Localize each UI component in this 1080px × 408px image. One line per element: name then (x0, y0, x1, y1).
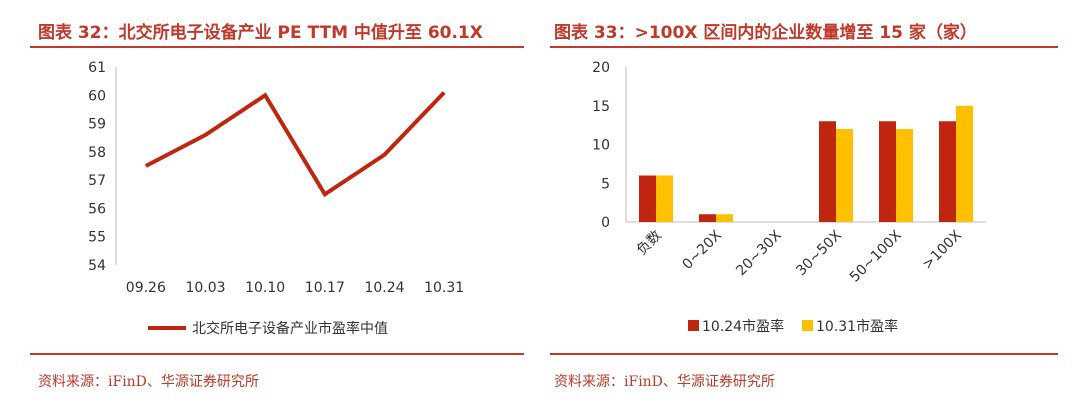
bar-legend-label-1031: 10.31市盈率 (816, 318, 898, 335)
bar-1024-3 (819, 121, 836, 222)
bar-x-tick-label: 30~50X (793, 227, 845, 279)
bar-y-tick-label: 15 (592, 99, 610, 115)
bar-1031-3 (836, 129, 853, 222)
bar-1024-4 (879, 121, 896, 222)
bar-1031-5 (956, 105, 973, 222)
bar-legend-label-1024: 10.24市盈率 (702, 318, 784, 335)
line-legend-label: 北交所电子设备产业市盈率中值 (192, 320, 388, 337)
line-y-tick-label: 55 (88, 230, 106, 246)
line-y-tick-label: 56 (88, 201, 106, 217)
line-x-tick-label: 10.10 (245, 280, 285, 296)
line-series-median-pe (144, 91, 446, 198)
bar-y-tick-label: 10 (592, 138, 610, 154)
bar-chart: 0 5 10 15 20 负数 0~20X 20~30X 30~50X 50~100X >100X… (592, 60, 986, 335)
bar-1024-5 (939, 121, 956, 222)
line-x-tick-label: 09.26 (126, 280, 166, 296)
left-source-note: 资料来源：iFinD、华源证券研究所 (38, 374, 259, 390)
bar-x-tick-label: 0~20X (680, 227, 726, 273)
line-x-tick-label: 10.31 (424, 280, 464, 296)
bar-x-tick-label: 50~100X (847, 227, 905, 285)
right-source-note: 资料来源：iFinD、华源证券研究所 (554, 374, 775, 390)
right-title-rule (550, 46, 1058, 48)
line-x-tick-label: 10.24 (364, 280, 404, 296)
bar-1031-4 (896, 129, 913, 222)
bar-x-tick-label: 20~30X (733, 227, 785, 279)
right-chart-title: 图表 33：>100X 区间内的企业数量增至 15 家（家） (554, 23, 977, 43)
left-title-rule (30, 46, 524, 48)
right-source-rule (550, 353, 1058, 355)
bar-legend: 10.24市盈率 10.31市盈率 (688, 318, 898, 335)
bar-1024-0 (639, 175, 656, 222)
bar-y-tick-label: 0 (601, 215, 610, 231)
bar-1031-0 (656, 175, 673, 222)
left-chart-panel: 图表 32：北交所电子设备产业 PE TTM 中值升至 60.1X 54 55 56… (30, 23, 524, 390)
line-y-tick-label: 59 (88, 117, 106, 133)
bar-y-tick-label: 5 (601, 176, 610, 192)
line-y-tick-label: 60 (88, 88, 106, 104)
line-x-tick-label: 10.17 (305, 280, 345, 296)
bar-x-tick-label: 负数 (634, 228, 665, 259)
line-y-tick-label: 61 (88, 60, 106, 76)
line-chart: 54 55 56 57 58 59 60 61 09.26 10.03 10.10 10.17 10.… (88, 60, 464, 337)
bar-x-tick-label: >100X (920, 227, 966, 273)
bar-1031-1 (716, 214, 733, 222)
bar-y-tick-label: 20 (592, 60, 610, 76)
line-y-tick-label: 54 (88, 258, 106, 274)
line-y-tick-label: 57 (88, 173, 106, 189)
line-legend: 北交所电子设备产业市盈率中值 (148, 320, 388, 337)
left-source-rule (30, 353, 524, 355)
left-chart-title: 图表 32：北交所电子设备产业 PE TTM 中值升至 60.1X (38, 23, 483, 43)
right-chart-panel: 图表 33：>100X 区间内的企业数量增至 15 家（家） 0 5 10 15 20 … (540, 0, 1080, 408)
line-y-tick-label: 58 (88, 145, 106, 161)
bar-legend-swatch-1024 (688, 320, 699, 331)
bar-1024-1 (699, 214, 716, 222)
line-x-tick-label: 10.03 (185, 280, 225, 296)
bar-legend-swatch-1031 (802, 320, 813, 331)
